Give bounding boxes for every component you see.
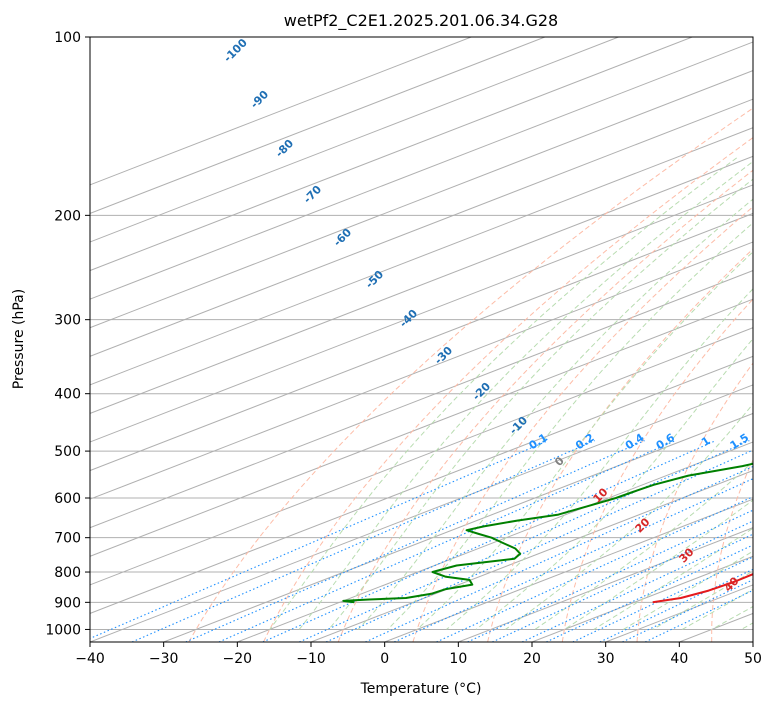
isotherm-line (458, 527, 753, 642)
isotherm-line (90, 184, 753, 443)
x-tick-label: −20 (223, 651, 253, 667)
x-tick-label: 20 (523, 651, 541, 667)
moist-adiabat (652, 570, 753, 630)
isotherm-line (90, 127, 753, 386)
chart-title: wetPf2_C2E1.2025.201.06.34.G28 (284, 11, 558, 31)
isotherm-line (752, 641, 753, 642)
moist-adiabat (269, 157, 737, 630)
mixing-ratio-line (436, 496, 753, 642)
y-tick-label: 900 (54, 595, 81, 611)
y-tick-label: 200 (54, 208, 81, 224)
isotherm-line (90, 270, 753, 529)
isotherm-line (90, 155, 753, 414)
dry-adiabat (263, 137, 753, 642)
dry-adiabat (188, 107, 753, 642)
mixing-ratio-line (90, 440, 549, 640)
moist-adiabat (623, 550, 753, 630)
moist-adiabat (416, 251, 753, 630)
mixing-ratio-line (131, 440, 596, 642)
x-tick-label: −40 (75, 651, 105, 667)
x-tick-label: 40 (670, 651, 688, 667)
moist-adiabat (446, 288, 753, 630)
y-tick-label: 300 (54, 313, 81, 329)
y-axis-label: Pressure (hPa) (11, 289, 27, 389)
y-tick-label: 500 (54, 444, 81, 460)
mixing-ratio-line (365, 465, 753, 642)
isotherm-line (90, 384, 753, 642)
moist-adiabat (534, 460, 753, 630)
dry-adiabat (711, 458, 753, 642)
moist-adiabat (475, 337, 753, 630)
x-tick-label: 50 (744, 651, 762, 667)
dry-adiabat (487, 248, 753, 642)
x-tick-label: 30 (597, 651, 615, 667)
mixing-ratio-line (218, 440, 676, 642)
x-tick-label: −30 (149, 651, 179, 667)
mixing-ratio-line (393, 478, 753, 642)
isotherm-line (90, 37, 693, 272)
moist-adiabat (564, 499, 753, 630)
isotherm-line (90, 212, 753, 472)
moist-adiabat (298, 160, 753, 630)
isotherm-line (163, 412, 753, 642)
isotherm-line (384, 498, 753, 642)
isotherm-line (90, 355, 753, 614)
x-axis-label: Temperature (°C) (360, 681, 482, 697)
isotherm-line (90, 37, 619, 243)
mixing-ratio-label: 2 (757, 434, 771, 449)
dry-adiabat (412, 206, 753, 642)
moist-adiabat (387, 222, 753, 630)
isotherm-line (90, 298, 753, 557)
isotherm-line (90, 70, 753, 329)
mixing-ratio-line (467, 509, 753, 642)
dewpoint-profile-line (342, 462, 753, 604)
mixing-ratio-line (262, 440, 716, 642)
moist-adiabat (357, 198, 753, 630)
isotherm-line (90, 241, 753, 500)
isotherm-line (90, 41, 753, 300)
y-tick-label: 800 (54, 565, 81, 581)
isotherm-line (90, 37, 546, 214)
y-tick-label: 600 (54, 491, 81, 507)
isotherm-line (310, 470, 753, 642)
y-tick-label: 100 (54, 30, 81, 46)
isotherm-line (90, 37, 472, 186)
y-tick-label: 700 (54, 531, 81, 547)
x-tick-label: 0 (380, 651, 389, 667)
dry-adiabat (337, 169, 753, 642)
y-tick-label: 400 (54, 387, 81, 403)
moist-adiabat (505, 403, 753, 630)
x-tick-label: 10 (449, 651, 467, 667)
dry-adiabat (561, 298, 753, 642)
plot-background (90, 37, 753, 642)
isotherm-line (90, 327, 753, 586)
moist-adiabat (328, 178, 753, 630)
x-tick-label: −10 (296, 651, 326, 667)
plot-frame (89, 36, 754, 643)
y-tick-label: 1000 (45, 622, 81, 638)
isotherm-line (90, 98, 753, 357)
